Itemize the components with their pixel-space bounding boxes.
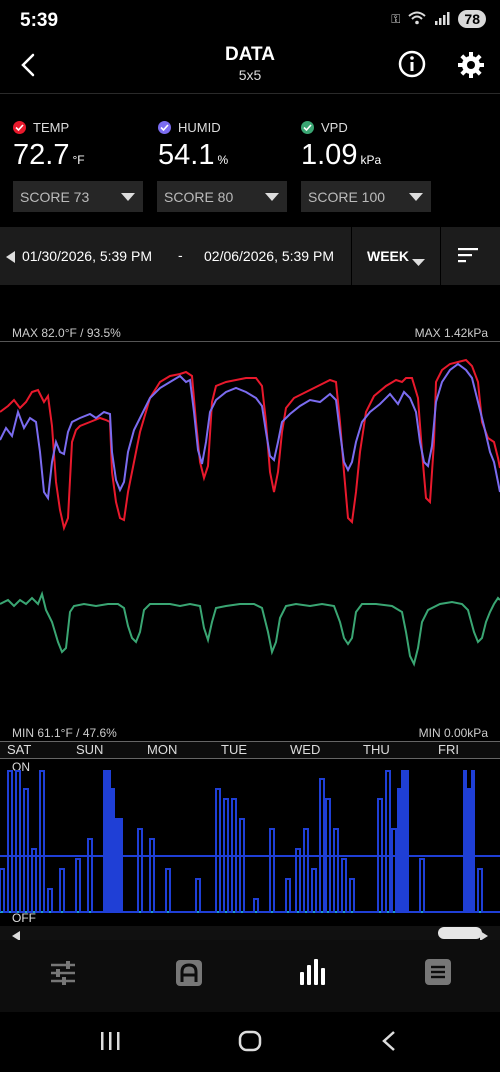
- info-icon: [398, 50, 426, 78]
- series-humid-line: [0, 362, 500, 501]
- day-axis: [0, 742, 500, 759]
- home-icon: [238, 1030, 262, 1052]
- page-title: DATA: [225, 44, 275, 65]
- date-to[interactable]: 02/06/2026, 5:39 PM: [204, 248, 334, 264]
- device-state-pulses: [0, 770, 500, 913]
- automation-icon: [176, 960, 202, 986]
- vpd-value: 1.09: [301, 139, 358, 171]
- vpd-score-label: SCORE 100: [308, 188, 386, 205]
- day-label-sun: SUN: [76, 742, 104, 757]
- header-divider: [0, 93, 500, 94]
- scroll-thumb[interactable]: [438, 927, 482, 939]
- system-back-button[interactable]: [380, 1030, 398, 1057]
- min-left-label: MIN 61.1°F / 47.6%: [12, 726, 117, 740]
- timeline-scrollbar[interactable]: [0, 926, 500, 940]
- divider: [440, 227, 441, 285]
- caret-down-icon: [409, 192, 423, 201]
- battery-indicator: 78: [458, 10, 486, 28]
- vpd-score-dropdown[interactable]: SCORE 100: [301, 181, 431, 212]
- divider: [351, 227, 352, 285]
- humid-value: 54.1: [158, 139, 215, 171]
- system-nav-bar: [0, 1012, 500, 1072]
- temp-score-dropdown[interactable]: SCORE 73: [13, 181, 143, 212]
- day-label-fri: FRI: [438, 742, 459, 757]
- check-icon: [301, 121, 314, 134]
- page-subtitle: 5x5: [238, 67, 262, 83]
- recents-icon: [101, 1032, 120, 1050]
- date-range-bar: [0, 227, 500, 285]
- min-right-label: MIN 0.00kPa: [418, 726, 488, 740]
- period-label: WEEK: [367, 248, 409, 264]
- day-label-mon: MON: [147, 742, 178, 757]
- humid-label: HUMID: [178, 120, 221, 135]
- series-vpd-line: [0, 590, 500, 667]
- key-icon: ⚿: [391, 11, 401, 26]
- settings-button[interactable]: [455, 49, 487, 81]
- off-label: OFF: [12, 911, 36, 925]
- info-button[interactable]: [397, 49, 427, 79]
- metric-vpd: VPD 1.09 kPa: [301, 120, 381, 172]
- check-icon: [158, 121, 171, 134]
- bottom-nav: [0, 940, 500, 1012]
- metric-temp: TEMP 72.7 °F: [13, 120, 85, 172]
- temp-label: TEMP: [33, 120, 70, 135]
- max-right-label: MAX 1.42kPa: [414, 326, 488, 340]
- max-left-label: MAX 82.0°F / 93.5%: [12, 326, 121, 340]
- humid-unit: %: [217, 153, 229, 167]
- back-icon: [382, 1031, 395, 1051]
- signal-icon: [434, 11, 450, 28]
- day-label-thu: THU: [363, 742, 390, 757]
- wifi-icon: [408, 11, 427, 28]
- nav-automation[interactable]: [174, 958, 206, 990]
- vpd-label: VPD: [321, 120, 348, 135]
- date-separator: -: [178, 247, 183, 263]
- environment-chart[interactable]: [0, 342, 500, 732]
- series-temp-line: [0, 358, 500, 532]
- home-button[interactable]: [238, 1030, 262, 1057]
- scroll-right-icon[interactable]: [480, 928, 488, 946]
- day-label-wed: WED: [290, 742, 321, 757]
- axis-line: [0, 741, 500, 742]
- nav-log[interactable]: [424, 958, 456, 990]
- axis-line: [0, 758, 500, 759]
- check-icon: [13, 121, 26, 134]
- day-label-sat: SAT: [7, 742, 32, 757]
- day-label-tue: TUE: [221, 742, 247, 757]
- gear-icon: [458, 52, 484, 78]
- caret-left-icon[interactable]: [6, 250, 15, 268]
- recent-apps-button[interactable]: [99, 1030, 121, 1057]
- sort-icon: [458, 248, 478, 263]
- sort-button[interactable]: [458, 246, 480, 269]
- humid-score-dropdown[interactable]: SCORE 80: [157, 181, 287, 212]
- status-icons: ⚿ 78: [391, 10, 486, 28]
- caret-down-icon: [265, 192, 279, 201]
- caret-down-icon: [121, 192, 135, 201]
- chevron-left-icon: [21, 53, 35, 77]
- bar-chart-icon: [300, 959, 325, 985]
- back-button[interactable]: [14, 50, 44, 80]
- caret-down-icon: [412, 253, 425, 271]
- chart-top-line: [0, 341, 500, 342]
- temp-value: 72.7: [13, 139, 70, 171]
- nav-data[interactable]: [299, 958, 331, 990]
- humid-score-label: SCORE 80: [164, 188, 234, 205]
- scroll-left-icon[interactable]: [12, 928, 20, 946]
- vpd-unit: kPa: [360, 153, 382, 167]
- sliders-icon: [51, 961, 75, 985]
- list-icon: [425, 959, 451, 985]
- metric-humid: HUMID 54.1%: [158, 120, 228, 172]
- temp-unit: °F: [72, 153, 85, 167]
- temp-score-label: SCORE 73: [20, 188, 90, 205]
- status-time: 5:39: [20, 10, 59, 31]
- nav-controls[interactable]: [48, 958, 80, 990]
- date-from[interactable]: 01/30/2026, 5:39 PM: [22, 248, 152, 264]
- device-state-chart[interactable]: [0, 759, 500, 926]
